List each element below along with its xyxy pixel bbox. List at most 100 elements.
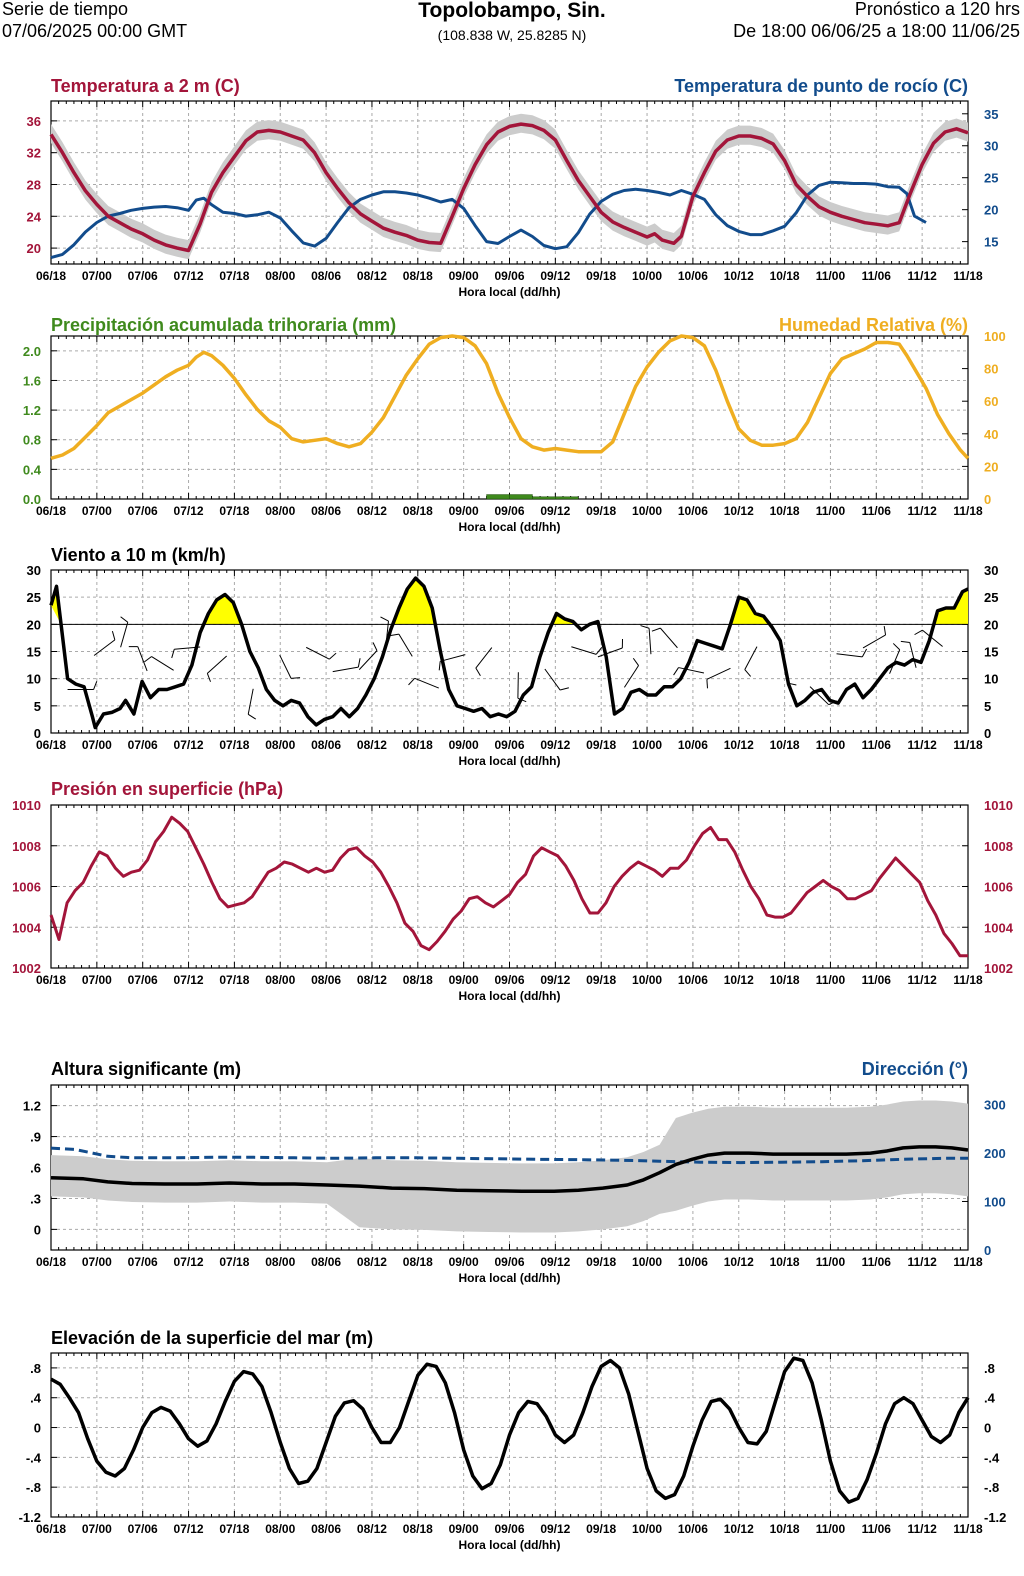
x-tick-label: 10/00: [632, 1255, 662, 1269]
y-tick-label-left: 0.0: [23, 492, 41, 507]
y-tick-label-left: -.8: [26, 1480, 41, 1495]
x-tick-label: 09/12: [540, 1255, 570, 1269]
x-tick-label: 06/18: [36, 1522, 66, 1536]
x-tick-label: 07/00: [82, 504, 112, 518]
x-tick-label: 10/18: [770, 269, 800, 283]
x-tick-label: 09/06: [494, 1255, 524, 1269]
y-tick-label-right: 30: [984, 139, 998, 154]
x-tick-label: 11/12: [907, 973, 937, 987]
x-tick-label: 07/12: [174, 738, 204, 752]
x-tick-label: 08/00: [265, 269, 295, 283]
wind-barb-flag: [389, 633, 399, 637]
wind-barb-flag: [861, 648, 868, 658]
x-tick-label: 09/12: [540, 504, 570, 518]
x-tick-label: 09/12: [540, 1522, 570, 1536]
y-tick-label-left: 20: [27, 617, 41, 632]
y-tick-label-left: 10: [27, 672, 41, 687]
x-tick-label: 07/00: [82, 973, 112, 987]
x-tick-label: 06/18: [36, 504, 66, 518]
panel-precip_rh: 06/18 07/00 07/06 07/12 07/18 08/00 08/06 08/12…: [23, 315, 1006, 534]
wind-barb: [862, 634, 886, 649]
x-tick-label: 11/12: [907, 1255, 937, 1269]
y-tick-label-right: -1.2: [984, 1510, 1006, 1525]
x-tick-label: 09/00: [449, 1255, 479, 1269]
wind-barb-flag: [632, 657, 639, 666]
panel-title-left: Precipitación acumulada trihoraria (mm): [51, 315, 396, 335]
wind-barb-flag: [651, 627, 661, 632]
y-tick-label-left: 5: [34, 699, 41, 714]
x-tick-label: 09/06: [494, 269, 524, 283]
x-tick-label: 08/06: [311, 973, 341, 987]
x-tick-label: 11/00: [816, 269, 846, 283]
station-coordinates: (108.838 W, 25.8285 N): [437, 27, 587, 43]
wind-barb-flag: [595, 646, 603, 655]
x-tick-label: 11/06: [862, 504, 892, 518]
x-tick-label: 10/00: [632, 269, 662, 283]
x-tick-label: 08/00: [265, 504, 295, 518]
x-tick-label: 11/06: [862, 1522, 892, 1536]
y-tick-label-right: 100: [984, 1194, 1006, 1209]
y-tick-label-left: 0: [34, 726, 41, 741]
wind-barb: [398, 633, 413, 657]
y-tick-label-right: 40: [984, 427, 998, 442]
x-tick-label: 11/12: [907, 504, 937, 518]
x-tick-label: 06/18: [36, 1255, 66, 1269]
wind-barb-flag: [883, 625, 887, 636]
y-tick-label-left: .8: [30, 1361, 41, 1376]
y-tick-label-right: 15: [984, 645, 998, 660]
panel-waves: 06/18 07/00 07/06 07/12 07/18 08/00 08/06 08/12…: [23, 1059, 1006, 1285]
precip-bar: [509, 494, 533, 500]
y-tick-label-right: 1008: [984, 839, 1013, 854]
y-tick-label-left: 1.2: [23, 403, 41, 418]
y-tick-label-left: .3: [30, 1191, 41, 1206]
precip-bar: [486, 494, 510, 500]
wind-barb: [137, 646, 148, 672]
y-tick-label-left: -.4: [26, 1450, 42, 1465]
x-tick-label: 11/12: [907, 738, 937, 752]
wind-barb-flag: [673, 667, 679, 676]
wind-barb-flag: [247, 713, 257, 720]
x-tick-label: 07/12: [174, 504, 204, 518]
x-tick-label: 07/00: [82, 1255, 112, 1269]
y-tick-label-right: 25: [984, 590, 998, 605]
y-tick-label-right: .4: [984, 1391, 996, 1406]
x-tick-label: 10/06: [678, 973, 708, 987]
wind-barb: [809, 686, 830, 706]
panel-title-left: Presión en superficie (hPa): [51, 779, 283, 799]
x-tick-label: 09/00: [449, 269, 479, 283]
series-temperature: [49, 113, 969, 260]
x-tick-label: 08/06: [311, 738, 341, 752]
x-tick-label: 09/12: [540, 973, 570, 987]
x-tick-label: 08/18: [403, 269, 433, 283]
x-tick-label: 08/12: [357, 504, 387, 518]
x-tick-label: 07/18: [219, 1522, 249, 1536]
x-tick-label: 09/18: [586, 738, 616, 752]
x-tick-label: 11/18: [953, 269, 983, 283]
y-tick-label-left: 0.8: [23, 433, 41, 448]
wind-barb-flag: [892, 643, 901, 651]
x-tick-label: 09/18: [586, 1522, 616, 1536]
x-tick-label: 10/18: [770, 504, 800, 518]
y-tick-label-right: .8: [984, 1361, 995, 1376]
wind-barb-flag: [93, 680, 98, 690]
x-tick-label: 11/06: [862, 973, 892, 987]
y-tick-label-left: 25: [27, 590, 41, 605]
y-tick-label-left: -1.2: [19, 1510, 41, 1525]
wind-barb-flag: [744, 669, 752, 677]
wind-barb: [909, 642, 917, 668]
wind-barb: [648, 628, 652, 655]
wind-barb: [475, 647, 493, 669]
wave-height-line: [50, 1145, 969, 1193]
wind-barb-flag: [475, 667, 481, 677]
wind-threshold-fill: [730, 597, 770, 625]
wind-barb: [207, 655, 228, 674]
series-wind: [49, 576, 969, 730]
y-tick-label-right: 0: [984, 1243, 991, 1258]
wind-barb: [706, 667, 731, 680]
x-axis-label: Hora local (dd/hh): [459, 520, 561, 534]
x-tick-label: 08/06: [311, 1522, 341, 1536]
x-tick-label: 07/12: [174, 1522, 204, 1536]
x-tick-label: 11/18: [953, 973, 983, 987]
panel-title-left: Altura significante (m): [51, 1059, 241, 1079]
y-tick-label-right: -.8: [984, 1480, 999, 1495]
